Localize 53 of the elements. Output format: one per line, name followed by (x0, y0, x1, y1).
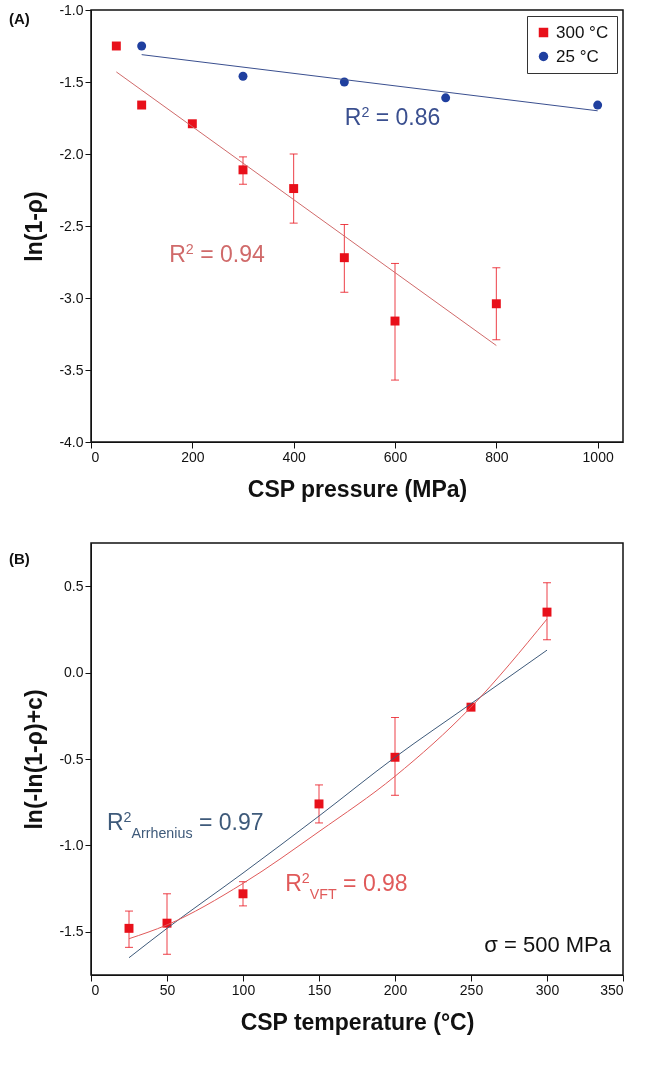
point (238, 889, 248, 899)
y-tick-label: -3.5 (59, 361, 84, 378)
x-tick-label: 0 (91, 448, 100, 465)
y-tick-label: -1.0 (59, 1, 84, 18)
point (491, 299, 501, 309)
x-tick-label: 600 (383, 448, 408, 465)
x-tick-label: 150 (307, 981, 332, 998)
x-axis-title: CSP temperature (°C) (240, 1008, 475, 1035)
point (137, 41, 147, 51)
annotation: R$^{2}$$_{VFT}$ = 0.98 (285, 870, 408, 903)
point (137, 100, 147, 110)
x-tick-label: 100 (231, 981, 256, 998)
y-tick-label: -1.5 (59, 73, 84, 90)
point (339, 253, 349, 263)
y-tick-label: 0.0 (64, 664, 84, 681)
x-tick-label: 1000 (582, 448, 614, 465)
x-tick-label: 200 (181, 448, 205, 465)
x-tick-label: 50 (159, 981, 176, 998)
legend-label: 25 °C (556, 46, 599, 66)
point (124, 923, 134, 933)
y-tick-label: -2.5 (59, 217, 84, 234)
x-tick-label: 800 (485, 448, 509, 465)
y-tick-label: -2.0 (59, 145, 84, 162)
x-tick-label: 200 (383, 981, 408, 998)
point (441, 93, 451, 103)
annotation: R$^{2}$ = 0.94 (169, 240, 265, 267)
y-tick-label: -4.0 (59, 433, 84, 450)
point (593, 100, 603, 110)
chart-title: (B) (9, 550, 30, 567)
annotation: R$^{2}$$_{Arrhenius}$ = 0.97 (106, 808, 264, 841)
point (289, 184, 299, 194)
chart-title: (A) (9, 10, 30, 27)
x-tick-label: 0 (91, 981, 100, 998)
x-tick-label: 400 (282, 448, 307, 465)
y-tick-label: 0.5 (64, 577, 84, 594)
point (238, 71, 248, 81)
x-axis-title: CSP pressure (MPa) (247, 475, 468, 502)
x-tick-label: 350 (600, 981, 624, 998)
x-tick-label: 300 (535, 981, 560, 998)
y-tick-label: -3.0 (59, 289, 84, 306)
y-tick-label: -1.0 (59, 836, 84, 853)
y-axis-title: ln(-ln(1-ρ)+c) (21, 689, 48, 830)
x-tick-label: 250 (459, 981, 484, 998)
point (314, 799, 324, 809)
y-tick-label: -0.5 (59, 750, 84, 767)
y-tick-label: -1.5 (59, 923, 84, 940)
y-axis-title: ln(1-ρ) (21, 191, 48, 262)
annotation: σ = 500 MPa (484, 932, 612, 957)
legend-label: 300 °C (556, 22, 609, 42)
point (390, 316, 400, 326)
point (542, 607, 552, 617)
point (111, 41, 121, 51)
annotation: R$^{2}$ = 0.86 (344, 104, 441, 130)
